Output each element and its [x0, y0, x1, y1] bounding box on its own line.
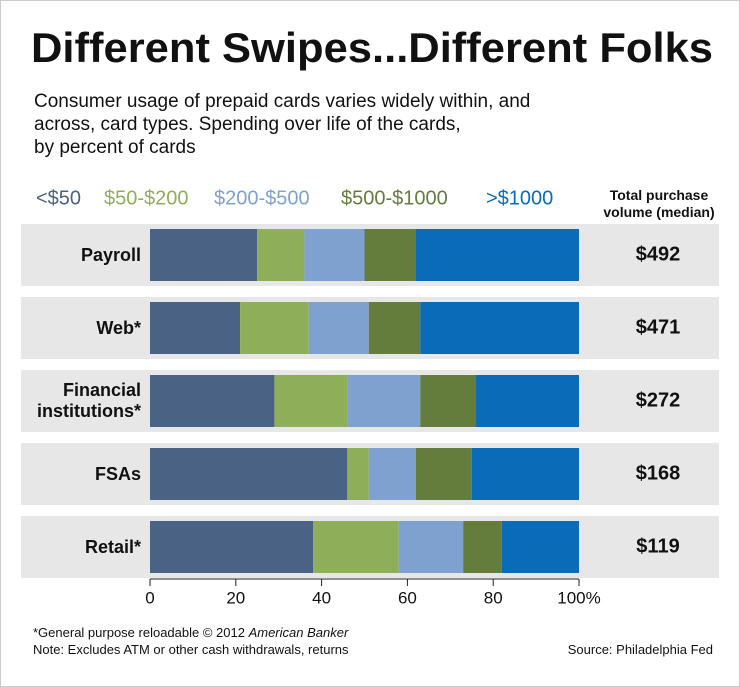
category-label: FSAs — [94, 463, 141, 484]
bar-segment — [347, 375, 421, 427]
bar-segment — [398, 521, 464, 573]
total-value: $471 — [636, 316, 681, 338]
legend-entry: $500-$1000 — [341, 187, 448, 209]
category-label: Payroll — [80, 244, 141, 265]
category-label: Retail* — [84, 536, 141, 557]
bar-segment — [150, 375, 275, 427]
bar-segment — [257, 229, 305, 281]
note: Note: Excludes ATM or other cash withdra… — [33, 642, 349, 657]
total-value: $119 — [636, 535, 679, 557]
category-label: Financial institutions* — [37, 380, 141, 421]
legend-entry: >$1000 — [486, 187, 553, 209]
subtitle-line: by percent of cards — [34, 137, 196, 158]
x-tick-label: 0 — [145, 588, 154, 607]
bar-segment — [150, 229, 258, 281]
bar-segment — [368, 302, 421, 354]
legend-entry: $50-$200 — [104, 187, 189, 209]
x-tick-label: 80 — [484, 588, 503, 607]
bar-segment — [415, 229, 579, 281]
bar-segment — [308, 302, 369, 354]
bar-segment — [364, 229, 416, 281]
bar-segment — [471, 448, 579, 500]
subtitle-line: Consumer usage of prepaid cards varies w… — [34, 91, 531, 112]
bar-segment — [463, 521, 502, 573]
bar-segment — [313, 521, 399, 573]
total-value: $272 — [636, 389, 681, 411]
subtitle-line: across, card types. Spending over life o… — [34, 114, 461, 135]
legend-entry: $200-$500 — [214, 187, 310, 209]
bar-segment — [150, 302, 241, 354]
category-label: Web* — [96, 317, 141, 338]
bar-segment — [240, 302, 309, 354]
total-value: $492 — [636, 243, 681, 265]
footnote-italic: American Banker — [248, 625, 349, 640]
bar-segment — [347, 448, 369, 500]
bar-segment — [476, 375, 579, 427]
bar-segment — [150, 521, 314, 573]
bar-segment — [150, 448, 348, 500]
total-value: $168 — [636, 462, 681, 484]
chart-title: Different Swipes...Different Folks — [31, 24, 713, 71]
x-tick-label: 40 — [312, 588, 331, 607]
bar-segment — [368, 448, 416, 500]
bar-segment — [304, 229, 365, 281]
bar-segment — [420, 375, 477, 427]
totals-title: Total purchase volume (median) — [603, 187, 715, 220]
legend-entry: <$50 — [36, 187, 81, 209]
bar-segment — [501, 521, 579, 573]
x-tick-label: 60 — [398, 588, 417, 607]
bar-segment — [274, 375, 348, 427]
x-tick-label: 100% — [557, 588, 600, 607]
bar-segment — [415, 448, 472, 500]
footnote-text: *General purpose reloadable © 2012 — [33, 625, 245, 640]
source: Source: Philadelphia Fed — [567, 642, 713, 657]
footnote: *General purpose reloadable © 2012 Ameri… — [33, 625, 348, 640]
x-tick-label: 20 — [226, 588, 245, 607]
bar-segment — [420, 302, 579, 354]
